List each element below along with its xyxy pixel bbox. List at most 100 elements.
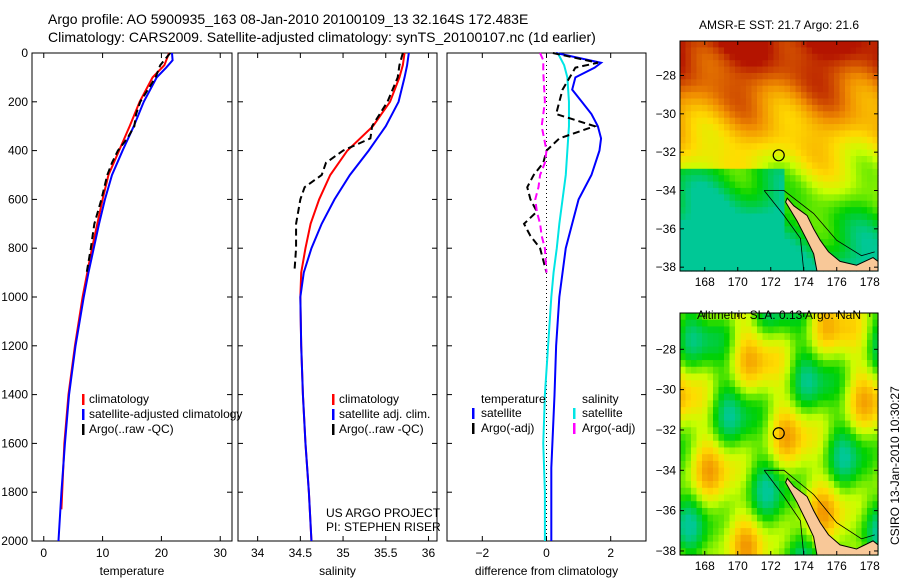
map-cell [751,393,758,401]
map-cell [861,47,868,55]
map-cell [795,130,802,138]
map-cell [861,333,868,341]
map-cell [834,143,841,151]
map-cell [746,47,753,55]
map-cell [784,333,791,341]
map-cell [729,194,736,202]
map-y-tick-label: −30 [656,383,677,397]
map-cell [735,373,742,381]
map-cell [746,219,753,227]
map-cell [773,393,780,401]
map-cell [729,245,736,253]
map-cell [790,168,797,176]
map-cell [850,232,857,240]
map-cell [812,460,819,469]
map-cell [713,117,720,125]
map-cell [713,548,720,556]
map-cell [861,339,868,348]
argo-location-marker [772,427,785,440]
map-cell [757,156,764,163]
map-cell [856,541,863,549]
map-cell [834,528,841,536]
map-cell [718,487,725,496]
map-cell [735,333,742,341]
map-cell [773,507,780,516]
map-cell [850,98,857,106]
map-cell [867,53,874,61]
legend-swatch [472,408,475,419]
map-cell [839,245,846,253]
map-cell [806,156,813,163]
map-cell [773,501,780,509]
map-cell [707,156,714,163]
map-cell [773,41,780,48]
map-cell [740,447,747,455]
map-cell [850,420,857,428]
map-cell [696,92,703,100]
map-cell [801,400,808,408]
map-cell [845,136,852,144]
map-cell [691,487,698,496]
map-cell [724,200,731,208]
map-cell [861,60,868,68]
map-cell [839,474,846,482]
map-cell [757,111,764,119]
map-cell [784,207,791,215]
map-cell [872,219,879,227]
map-cell [702,507,709,516]
map-cell [828,454,835,462]
map-cell [691,420,698,428]
map-cell [680,501,687,509]
map-cell [790,313,797,321]
map-cell [861,366,868,375]
map-cell [806,194,813,202]
map-cell [718,226,725,234]
map-cell [834,175,841,183]
map-cell [872,239,879,247]
map-cell [812,467,819,475]
map-cell [773,467,780,475]
map-cell [872,187,879,195]
map-cell [707,168,714,176]
map-cell [724,156,731,163]
map-cell [757,326,764,334]
map-cell [850,360,857,368]
map-cell [790,60,797,68]
map-cell [691,226,698,234]
map-cell [746,168,753,176]
map-cell [834,487,841,496]
map-cell [790,79,797,87]
map-cell [757,380,764,388]
map-cell [724,124,731,132]
map-cell [685,400,692,408]
map-cell [784,60,791,68]
map-cell [845,333,852,341]
map-cell [806,454,813,462]
map-cell [751,117,758,125]
map-cell [696,427,703,435]
map-cell [768,175,775,183]
map-cell [795,41,802,48]
map-cell [817,454,824,462]
map-cell [724,380,731,388]
map-cell [768,339,775,348]
map-cell [779,264,786,272]
map-cell [828,313,835,321]
map-cell [856,251,863,259]
map-cell [850,143,857,151]
map-cell [707,98,714,106]
map-cell [850,366,857,375]
map-cell [713,98,720,106]
map-cell [817,162,824,170]
map-cell [718,427,725,435]
map-cell [779,92,786,100]
map-cell [702,487,709,496]
map-cell [801,111,808,119]
map-cell [856,149,863,157]
map-cell [746,156,753,163]
map-cell [812,333,819,341]
map-cell [746,85,753,93]
map-cell [680,353,687,361]
map-cell [680,60,687,68]
map-cell [746,548,753,556]
